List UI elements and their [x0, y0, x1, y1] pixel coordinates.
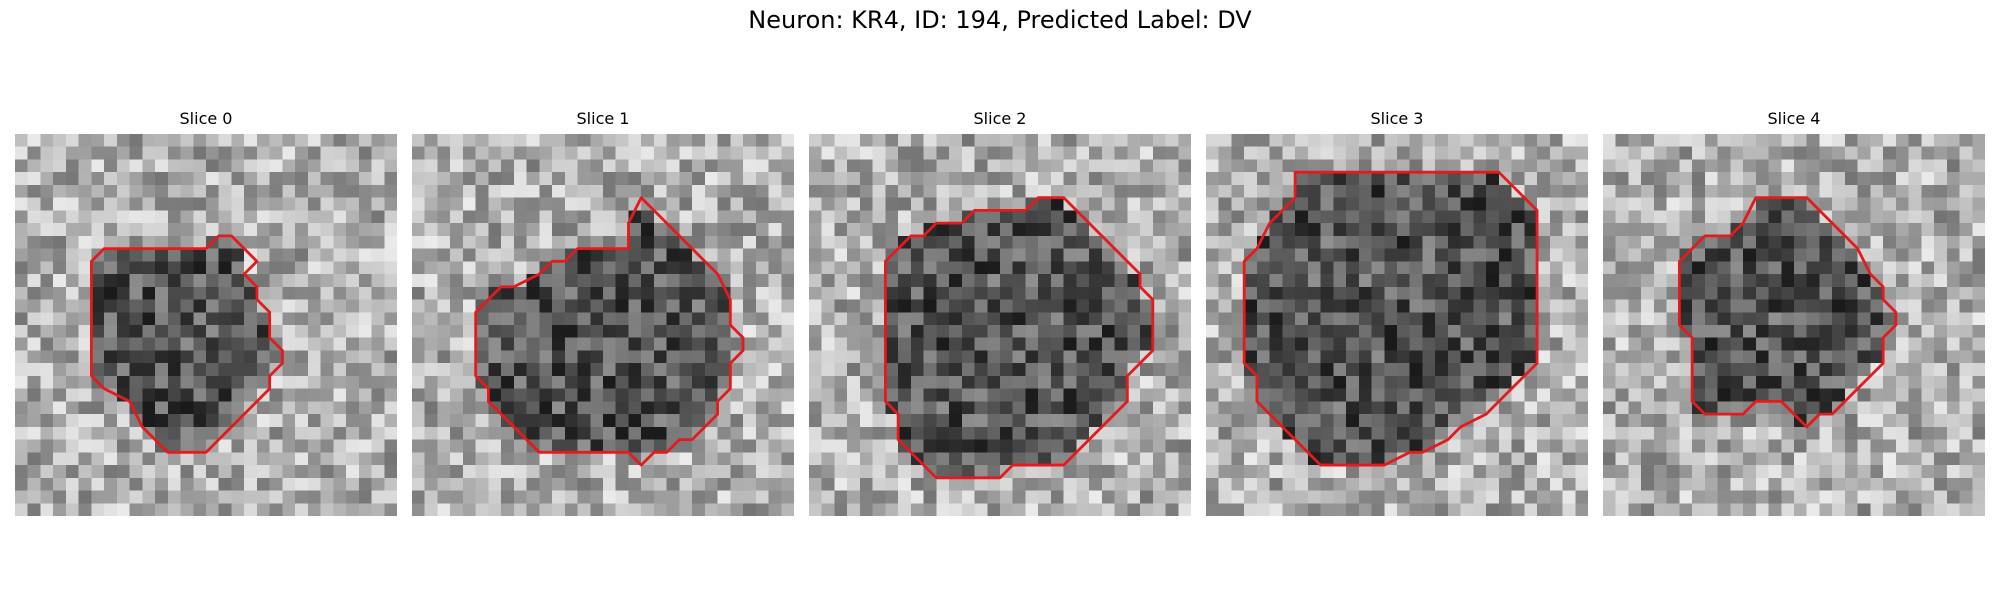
slice-image-4	[1603, 134, 1985, 516]
slice-title: Slice 1	[576, 109, 630, 128]
slice-panel-2: Slice 2	[809, 108, 1191, 516]
slice-image-1	[412, 134, 794, 516]
slice-title: Slice 2	[973, 109, 1027, 128]
roi-contour	[474, 196, 745, 467]
slice-title: Slice 3	[1370, 109, 1424, 128]
slice-title: Slice 4	[1767, 109, 1821, 128]
roi-contour	[89, 234, 284, 454]
slice-image-3	[1206, 134, 1588, 516]
slice-panel-1: Slice 1	[412, 108, 794, 516]
slice-panel-4: Slice 4	[1603, 108, 1985, 516]
slice-image-0	[15, 134, 397, 516]
slice-image-2	[809, 134, 1191, 516]
roi-contour	[883, 196, 1155, 480]
figure-title: Neuron: KR4, ID: 194, Predicted Label: D…	[748, 6, 1252, 34]
slice-panel-3: Slice 3	[1206, 108, 1588, 516]
slice-title: Slice 0	[179, 109, 233, 128]
roi-contour	[1677, 196, 1898, 429]
slice-panel-0: Slice 0	[15, 108, 397, 516]
roi-contour	[1242, 170, 1539, 467]
